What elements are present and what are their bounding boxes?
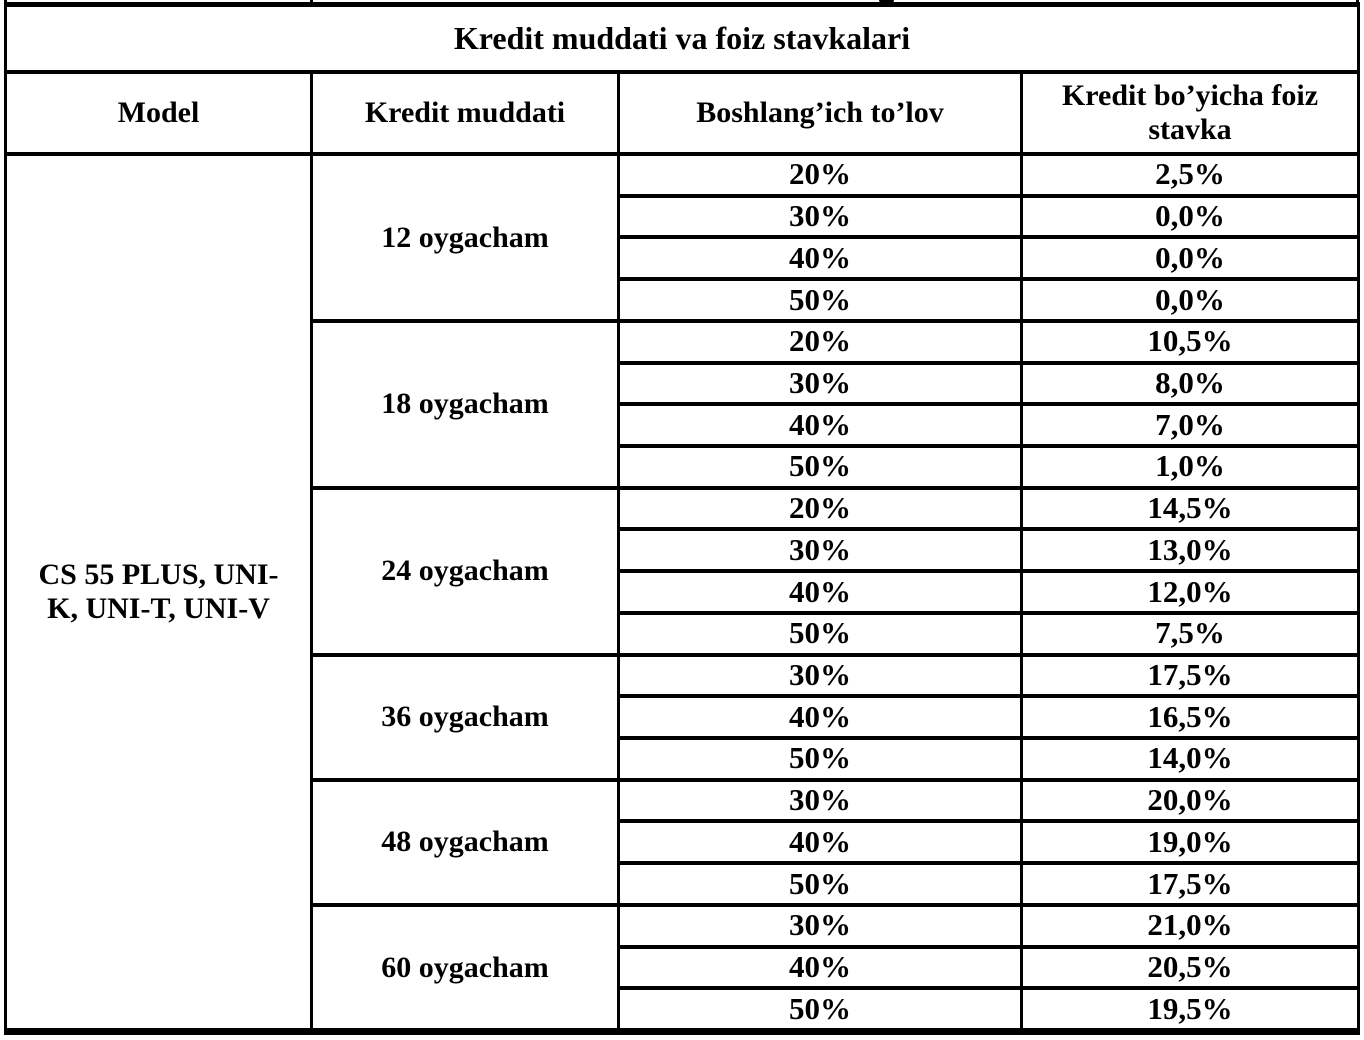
interest-rate-cell: 12,0%	[1023, 573, 1357, 611]
interest-rate-cell: 19,5%	[1023, 990, 1357, 1028]
down-payment-cell: 30%	[620, 781, 1020, 820]
down-payment-cell: 50%	[620, 448, 1020, 486]
interest-rate-cell: 2,5%	[1023, 156, 1357, 194]
down-payment-cell: 30%	[620, 364, 1020, 403]
interest-rate-cell: 21,0%	[1023, 906, 1357, 945]
credit-term-cell: 12 oygacham	[313, 156, 617, 319]
down-payment-cell: 30%	[620, 656, 1020, 695]
interest-rate-cell: 7,5%	[1023, 614, 1357, 653]
table-title: Kredit muddati va foiz stavkalari	[7, 7, 1357, 70]
interest-rate-cell: 20,5%	[1023, 948, 1357, 987]
down-payment-cell: 20%	[620, 322, 1020, 361]
interest-rate-cell: 13,0%	[1023, 531, 1357, 570]
interest-rate-cell: 16,5%	[1023, 698, 1357, 736]
credit-term-cell: 24 oygacham	[313, 489, 617, 653]
interest-rate-cell: 17,5%	[1023, 656, 1357, 695]
interest-rate-cell: 20,0%	[1023, 781, 1357, 820]
interest-rate-cell: 7,0%	[1023, 406, 1357, 444]
down-payment-cell: 50%	[620, 990, 1020, 1028]
interest-rate-cell: 8,0%	[1023, 364, 1357, 403]
credit-term-cell: 18 oygacham	[313, 322, 617, 486]
interest-rate-cell: 1,0%	[1023, 448, 1357, 486]
interest-rate-cell: 17,5%	[1023, 865, 1357, 903]
down-payment-cell: 50%	[620, 281, 1020, 319]
interest-rate-cell: 10,5%	[1023, 322, 1357, 361]
interest-rate-cell: 14,5%	[1023, 489, 1357, 528]
interest-rate-cell: 19,0%	[1023, 823, 1357, 862]
down-payment-cell: 40%	[620, 573, 1020, 611]
column-header-interest-rate: Kredit bo’yicha foiz stavka	[1023, 74, 1357, 152]
model-line: CS 55 PLUS, UNI-	[38, 558, 279, 592]
down-payment-cell: 20%	[620, 156, 1020, 194]
down-payment-cell: 30%	[620, 906, 1020, 945]
down-payment-cell: 40%	[620, 823, 1020, 862]
model-line: K, UNI-T, UNI-V	[47, 592, 270, 625]
down-payment-cell: 20%	[620, 489, 1020, 528]
column-header-model: Model	[7, 74, 310, 152]
credit-term-cell: 60 oygacham	[313, 906, 617, 1028]
down-payment-cell: 50%	[620, 740, 1020, 778]
down-payment-cell: 40%	[620, 948, 1020, 987]
credit-terms-table: Kredit muddati va foiz stavkalari Model …	[4, 2, 1360, 1035]
interest-rate-cell: 0,0%	[1023, 239, 1357, 278]
credit-term-cell: 48 oygacham	[313, 781, 617, 903]
model-text: CS 55 PLUS, UNI- K, UNI-T, UNI-V	[38, 558, 278, 625]
down-payment-cell: 40%	[620, 406, 1020, 444]
column-header-down-payment: Boshlang’ich to’lov	[620, 74, 1020, 152]
model-cell: CS 55 PLUS, UNI- K, UNI-T, UNI-V	[7, 156, 310, 1028]
down-payment-cell: 30%	[620, 531, 1020, 570]
interest-rate-cell: 0,0%	[1023, 197, 1357, 236]
down-payment-cell: 50%	[620, 614, 1020, 653]
down-payment-cell: 40%	[620, 239, 1020, 278]
down-payment-cell: 30%	[620, 197, 1020, 236]
credit-term-cell: 36 oygacham	[313, 656, 617, 778]
column-header-credit-term: Kredit muddati	[313, 74, 617, 152]
interest-rate-cell: 14,0%	[1023, 740, 1357, 778]
down-payment-cell: 50%	[620, 865, 1020, 903]
interest-rate-cell: 0,0%	[1023, 281, 1357, 319]
down-payment-cell: 40%	[620, 698, 1020, 736]
